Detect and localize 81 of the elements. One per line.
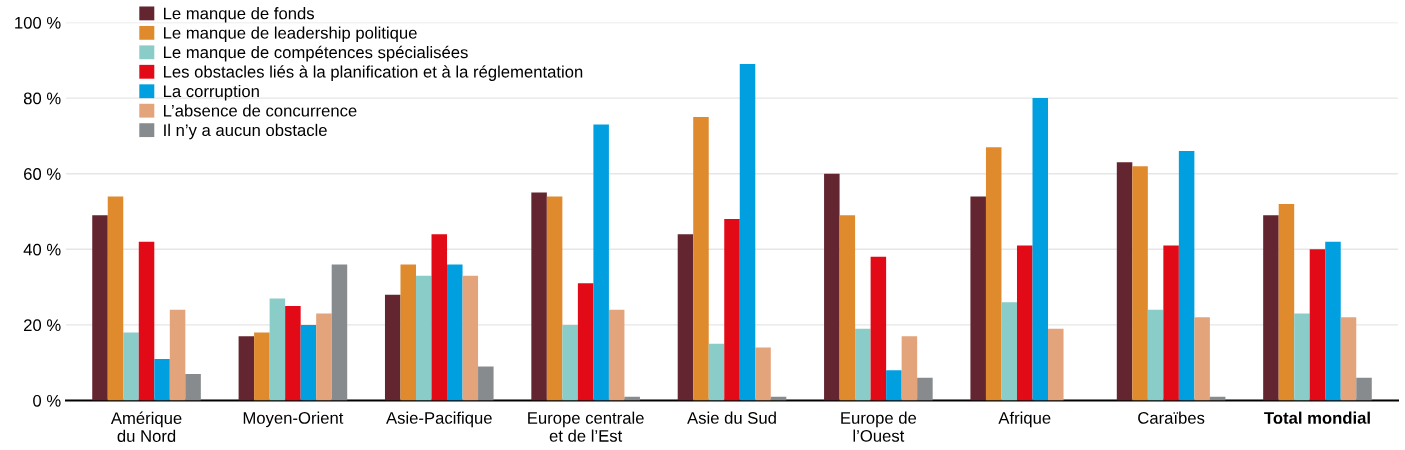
bar	[1048, 328, 1064, 401]
legend-label: Il n’y a aucun obstacle	[164, 123, 327, 140]
legend-label: L’absence de concurrence	[164, 104, 357, 117]
bar	[562, 324, 578, 401]
bar	[739, 64, 756, 401]
bar	[269, 298, 286, 401]
bar	[577, 283, 594, 401]
bar	[300, 324, 317, 401]
bar	[1340, 317, 1357, 401]
y-tick-label: 0 %	[33, 394, 61, 407]
y-tick-label: 100 %	[15, 16, 61, 29]
bar	[1016, 245, 1033, 401]
legend-label: Le manque de compétences spécialisées	[164, 45, 468, 62]
bar	[1356, 377, 1372, 401]
bar	[331, 264, 348, 401]
bar	[254, 332, 270, 401]
bar	[901, 336, 918, 401]
y-tick-label: 60 %	[24, 168, 61, 180]
y-tick-label: 40 %	[23, 243, 61, 256]
bar	[593, 124, 609, 401]
bar	[316, 313, 332, 401]
bar	[1132, 166, 1148, 401]
y-tick-label: 20 %	[24, 319, 61, 332]
bar	[1163, 245, 1179, 401]
bar	[886, 370, 902, 401]
bar	[677, 234, 694, 401]
y-tick-label: 80 %	[23, 92, 61, 105]
bar	[824, 173, 840, 401]
bar	[169, 309, 186, 401]
bar	[92, 215, 108, 401]
bar	[917, 377, 933, 401]
bar	[755, 347, 771, 401]
bar	[870, 256, 887, 401]
bar	[839, 215, 856, 401]
bar	[1309, 249, 1326, 401]
bar	[285, 306, 301, 401]
bar	[708, 343, 725, 401]
x-tick-label: Europe centrale et de l’Est	[528, 411, 644, 442]
bar	[724, 219, 740, 401]
x-tick-label: Asie du Sud	[687, 411, 776, 424]
bar	[138, 241, 155, 401]
legend-label: Les obstacles liés à la planification et à la réglementation	[164, 65, 583, 81]
bar	[1116, 162, 1133, 401]
bar	[608, 309, 625, 401]
bar	[107, 196, 124, 401]
bar	[185, 374, 201, 401]
bar	[985, 147, 1002, 401]
bar	[462, 275, 479, 401]
bar	[416, 275, 432, 401]
legend-label: La corruption	[164, 84, 259, 101]
bar	[546, 196, 563, 401]
bar	[1178, 151, 1195, 401]
bar	[1032, 98, 1049, 401]
bar	[400, 264, 416, 401]
bar	[531, 192, 547, 401]
bar	[1147, 309, 1164, 401]
bar	[1278, 203, 1295, 401]
bar	[970, 196, 986, 401]
x-tick-label: Europe de l’Ouest	[841, 411, 917, 442]
bar	[154, 358, 170, 401]
bar	[447, 264, 463, 401]
bar	[238, 336, 255, 401]
bar	[1325, 241, 1341, 401]
bar	[478, 366, 494, 401]
x-tick-label: Total mondial	[1264, 411, 1370, 424]
bar	[384, 294, 401, 401]
bar	[1194, 317, 1210, 401]
x-tick-label: Afrique	[998, 411, 1051, 428]
x-tick-label: Amérique du Nord	[110, 411, 182, 442]
bar	[855, 328, 871, 401]
bar	[693, 117, 709, 401]
bar	[1001, 302, 1017, 401]
bar	[431, 234, 448, 401]
bar	[123, 332, 139, 401]
legend-label: Le manque de leadership politique	[164, 26, 417, 43]
bar	[1294, 313, 1310, 401]
x-tick-label: Asie-Pacifique	[386, 411, 492, 428]
legend-label: Le manque de fonds	[164, 7, 314, 23]
x-tick-label: Caraïbes	[1138, 411, 1205, 424]
x-tick-label: Moyen-Orient	[243, 411, 344, 428]
bar	[1263, 215, 1279, 401]
